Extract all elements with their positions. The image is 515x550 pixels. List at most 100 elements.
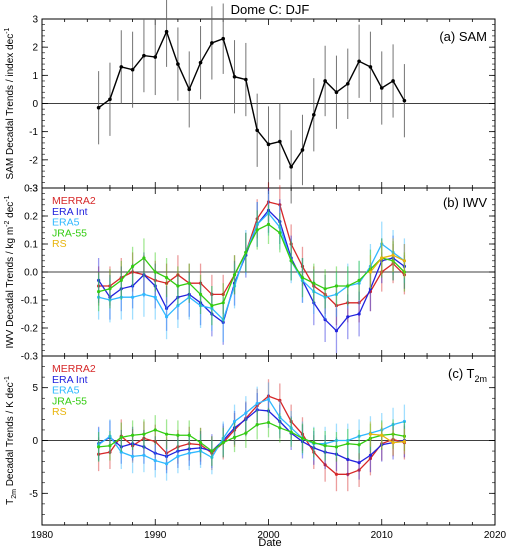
data-point	[323, 292, 327, 296]
data-point	[108, 295, 112, 299]
data-point	[176, 273, 180, 277]
data-point	[255, 222, 259, 226]
data-point	[131, 295, 135, 299]
legend-entry: RS	[52, 406, 67, 418]
data-point	[379, 86, 384, 90]
data-point	[289, 426, 293, 430]
data-point	[176, 445, 180, 449]
data-point	[391, 423, 395, 427]
data-point	[108, 450, 112, 454]
data-point	[368, 287, 373, 291]
data-point	[323, 295, 327, 299]
data-point	[142, 432, 146, 436]
data-point	[210, 41, 214, 45]
data-point	[266, 394, 271, 398]
data-point	[402, 439, 406, 444]
data-point	[312, 281, 316, 285]
x-tick-label: 2020	[484, 530, 507, 541]
data-point	[289, 430, 293, 434]
data-point	[119, 450, 123, 454]
data-point	[232, 426, 237, 430]
data-point	[232, 74, 237, 79]
data-point	[368, 456, 373, 461]
data-point	[357, 301, 361, 305]
data-point	[346, 438, 350, 443]
series-merra2	[97, 182, 406, 326]
legend-entry: ERA5	[52, 385, 80, 397]
y-axis-label: SAM Decadal Trends / index dec-1	[4, 27, 16, 179]
panel-t2m: 1980 1990 2000 2010 2020 -5 0 5 T2m Decadal Tren…	[4, 355, 507, 541]
data-point	[131, 284, 135, 288]
data-point	[266, 397, 271, 401]
data-point	[391, 441, 395, 445]
data-point	[357, 59, 361, 64]
y-tick-label: 0	[32, 436, 38, 447]
series-era5	[97, 382, 406, 481]
data-point	[402, 419, 406, 424]
data-point	[142, 256, 146, 260]
y-tick-label: 0.3	[24, 184, 38, 195]
series-line	[98, 409, 405, 464]
data-point	[266, 200, 271, 204]
data-point	[187, 87, 192, 92]
data-point	[357, 443, 361, 447]
figure-title: Dome C: DJF	[231, 2, 310, 17]
data-point	[357, 461, 361, 465]
data-point	[266, 208, 271, 212]
y-tick-label: -0.3	[21, 352, 39, 363]
data-point	[187, 442, 191, 446]
data-point	[357, 468, 361, 472]
data-point	[153, 284, 157, 288]
y-tick-label: 2	[32, 43, 38, 54]
data-point	[266, 222, 271, 226]
data-point	[312, 450, 316, 454]
data-point	[334, 472, 339, 476]
data-point	[96, 105, 101, 110]
y-tick-label: 5	[32, 383, 38, 394]
data-point	[357, 312, 361, 316]
data-point	[131, 454, 135, 458]
data-point	[153, 428, 157, 432]
data-point	[278, 139, 282, 144]
data-point	[131, 433, 135, 437]
data-point	[176, 295, 180, 299]
legend-entry: JRA-55	[52, 395, 87, 407]
data-point	[244, 417, 248, 421]
data-point	[232, 273, 237, 277]
data-point	[210, 449, 214, 453]
data-point	[266, 420, 271, 425]
data-point	[221, 36, 225, 41]
series-line	[98, 421, 405, 452]
data-point	[300, 432, 305, 436]
data-point	[255, 217, 259, 221]
data-point	[380, 433, 384, 437]
legend-entry: JRA-55	[52, 227, 87, 239]
y-tick-label: 0.1	[24, 240, 38, 251]
data-point	[323, 463, 327, 467]
data-point	[187, 292, 191, 296]
data-point	[210, 292, 214, 296]
data-point	[289, 165, 293, 169]
data-point	[198, 292, 203, 296]
data-point	[402, 259, 406, 263]
data-point	[266, 409, 271, 413]
panel-sam: -3 -2 -1 0 1 2 3 SAM Decadal Trends / index dec…	[4, 0, 496, 204]
data-point	[198, 449, 203, 453]
data-point	[323, 450, 327, 454]
data-point	[176, 304, 180, 308]
data-point	[402, 273, 406, 277]
y-tick-label: -2	[29, 155, 38, 166]
data-point	[300, 278, 305, 282]
data-point	[402, 434, 406, 438]
data-point	[278, 220, 282, 224]
data-point	[210, 306, 214, 310]
data-point	[312, 112, 316, 117]
panel-label: (b) IWV	[443, 195, 487, 210]
y-tick-label: 0.2	[24, 212, 38, 223]
data-point	[221, 301, 225, 305]
series-line	[98, 212, 405, 321]
data-point	[221, 436, 225, 440]
data-point	[334, 445, 339, 449]
data-point	[187, 281, 191, 285]
data-point	[380, 428, 384, 432]
